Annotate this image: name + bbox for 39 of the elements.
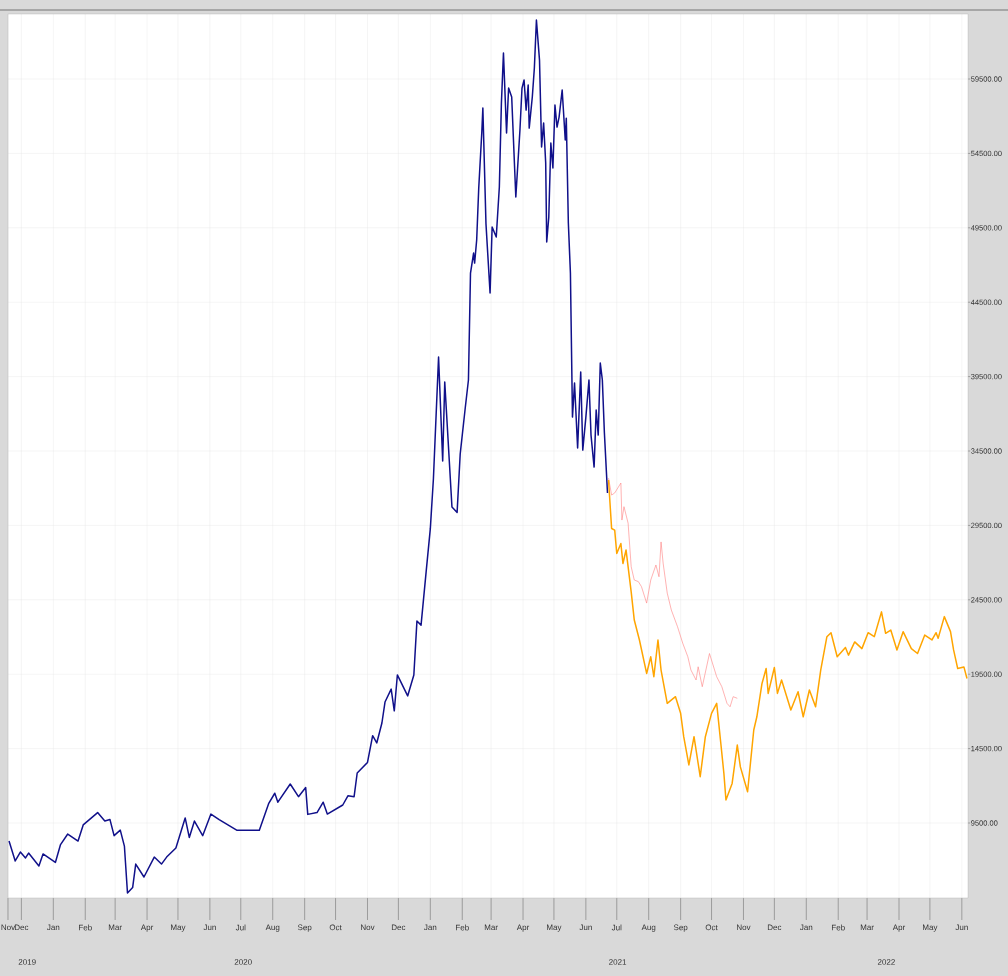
x-tick-label: Mar xyxy=(484,924,498,931)
x-tick-label: Aug xyxy=(265,924,280,932)
x-tick-label: Jul xyxy=(611,924,622,931)
x-tick-label: Dec xyxy=(391,924,406,931)
x-tick-label: Mar xyxy=(860,924,874,931)
line-series xyxy=(607,479,968,801)
x-tick-label: Jun xyxy=(579,924,592,931)
x-tick-label: May xyxy=(171,924,186,932)
line-series xyxy=(8,19,609,894)
x-tick-label: Oct xyxy=(705,924,718,931)
text: 2022 xyxy=(877,959,895,965)
x-tick-label: May xyxy=(547,924,562,932)
x-tick-label: Jan xyxy=(47,924,60,931)
x-tick-label: Sep xyxy=(297,924,312,932)
text: 2021 xyxy=(609,959,627,965)
x-tick-label: Mar xyxy=(108,924,122,931)
x-tick-label: Feb xyxy=(456,924,469,931)
x-tick-label: Apr xyxy=(140,924,154,932)
x-tick-label: Jan xyxy=(424,924,437,931)
x-tick-label: May xyxy=(923,924,938,932)
x-tick-label: Dec xyxy=(767,924,782,931)
x-tick-label: Jan xyxy=(799,924,813,931)
x-tick-label: Dec xyxy=(14,924,29,931)
x-tick-label: Feb xyxy=(79,924,92,931)
x-tick-label: Nov xyxy=(737,924,751,931)
x-tick-label: Aug xyxy=(641,924,656,932)
x-tick-label: Oct xyxy=(329,924,342,931)
x-tick-label: Nov xyxy=(361,924,375,931)
text: 2020 xyxy=(234,959,252,965)
line-series xyxy=(608,477,738,708)
x-tick-label: Nov xyxy=(1,924,16,931)
x-tick-label: Sep xyxy=(673,924,688,932)
x-tick-label: Feb xyxy=(832,924,845,931)
x-tick-label: Apr xyxy=(892,924,906,932)
x-tick-label: Jun xyxy=(203,924,216,931)
x-tick-label: Apr xyxy=(516,924,530,932)
x-tick-label: Jun xyxy=(955,924,968,931)
x-tick-label: Jul xyxy=(235,924,246,931)
text: 2019 xyxy=(18,959,36,965)
